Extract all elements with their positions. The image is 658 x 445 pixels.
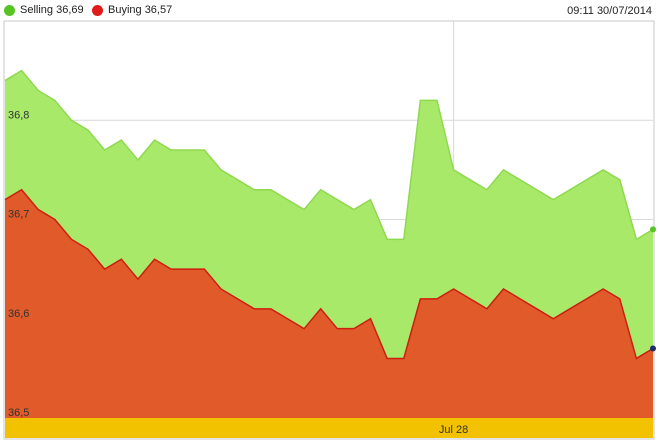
legend-label-buying: Buying 36,57 [108, 4, 173, 16]
y-tick-label: 36,8 [8, 109, 29, 121]
legend-item-selling[interactable]: Selling 36,69 [4, 4, 84, 16]
end-markers [650, 226, 656, 352]
selling-end-marker[interactable] [650, 226, 656, 233]
series-areas [4, 69, 654, 419]
y-tick-label: 36,6 [8, 308, 29, 320]
legend-item-buying[interactable]: Buying 36,57 [92, 4, 172, 16]
buying-marker-icon [92, 4, 103, 16]
line-buying [4, 188, 654, 360]
selling-marker-icon [4, 4, 15, 16]
y-tick-label: 36,7 [8, 209, 29, 221]
y-axis-ticks: 36,5 36,6 36,7 36,8 [8, 109, 29, 419]
x-axis-band [5, 418, 653, 438]
x-tick-label: Jul 28 [439, 424, 468, 436]
y-tick-label: 36,5 [8, 407, 29, 419]
line-selling [4, 69, 654, 241]
legend-label-selling: Selling 36,69 [20, 4, 84, 16]
legend: Selling 36,69 Buying 36,57 09:11 30/07/2… [0, 0, 658, 22]
buying-end-marker[interactable] [650, 345, 656, 352]
timestamp: 09:11 30/07/2014 [567, 5, 652, 17]
x-axis-ticks: Jul 28 [439, 424, 468, 436]
area-buying [5, 189, 653, 418]
